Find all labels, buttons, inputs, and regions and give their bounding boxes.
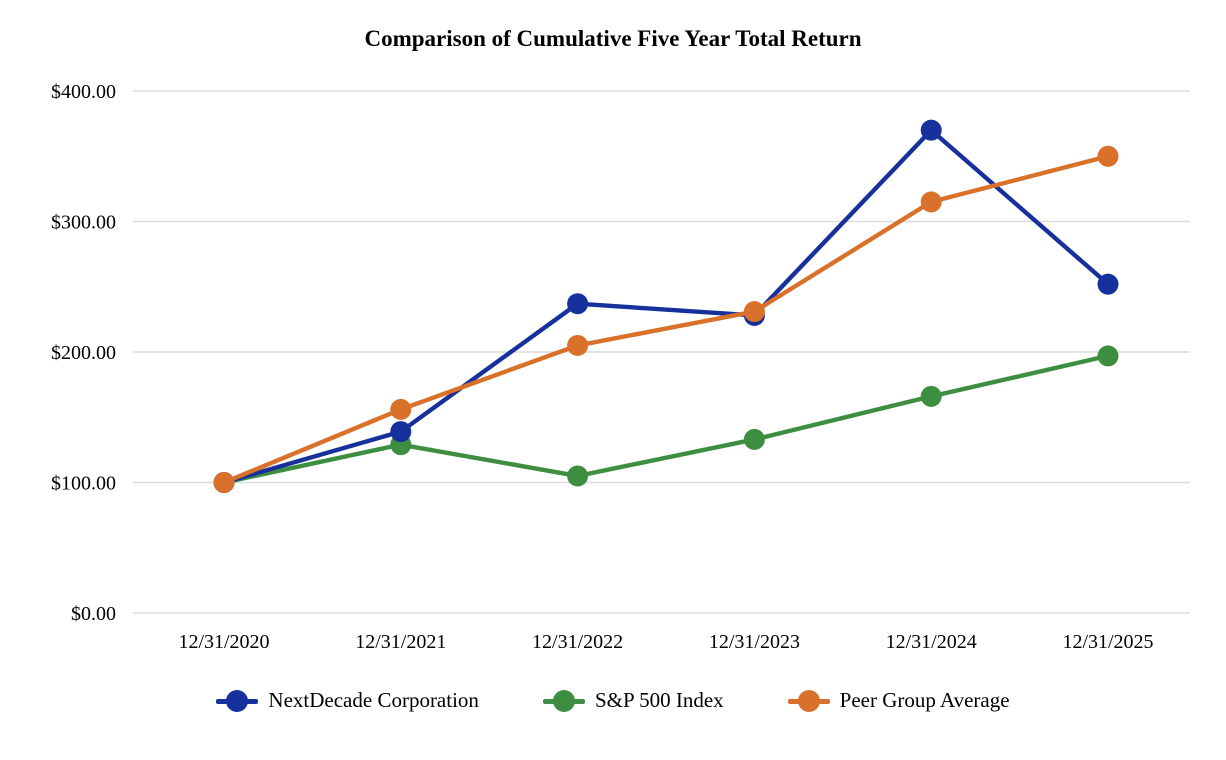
series-line-peer-group-average [221, 154, 1111, 485]
data-point-peer-group-average-12/31/2020 [213, 472, 235, 493]
data-point-nextdecade-corporation-12/31/2022 [567, 293, 589, 315]
legend-label-nextdecade-corporation: NextDecade Corporation [268, 688, 479, 712]
peer-group-line-marker-icon [787, 689, 830, 712]
y-axis-tick-label: $100.00 [51, 473, 116, 495]
data-point-peer-group-average-12/31/2022 [567, 334, 589, 356]
sp500-line-marker-icon [542, 689, 585, 712]
x-axis-tick-label: 12/31/2025 [1062, 631, 1153, 653]
x-axis-tick-label: 12/31/2023 [709, 631, 800, 653]
series-line-sp-500-index [221, 353, 1111, 485]
series-line-nextdecade-corporation [221, 127, 1111, 485]
y-axis-tick-label: $0.00 [71, 603, 116, 625]
x-axis-tick-label: 12/31/2020 [178, 631, 269, 653]
data-point-peer-group-average-12/31/2021 [390, 398, 412, 420]
data-point-peer-group-average-12/31/2023 [743, 301, 765, 323]
x-axis-tick-label: 12/31/2022 [532, 631, 623, 653]
legend-item-nextdecade-corporation: NextDecade Corporation [216, 688, 479, 713]
legend-item-peer-group-average: Peer Group Average [787, 688, 1010, 713]
y-axis-tick-label: $400.00 [51, 81, 116, 103]
chart-title: Comparison of Cumulative Five Year Total… [364, 26, 862, 51]
data-point-nextdecade-corporation-12/31/2025 [1097, 273, 1119, 295]
x-axis-tick-label: 12/31/2021 [355, 631, 446, 653]
data-point-sp-500-index-12/31/2024 [920, 385, 942, 407]
data-point-sp-500-index-12/31/2025 [1097, 345, 1119, 367]
y-axis-tick-label: $200.00 [51, 342, 116, 364]
data-point-peer-group-average-12/31/2025 [1097, 145, 1119, 167]
data-point-nextdecade-corporation-12/31/2021 [390, 421, 412, 443]
legend-label-sp-500-index: S&P 500 Index [594, 688, 724, 712]
legend-label-peer-group-average: Peer Group Average [839, 688, 1010, 712]
x-axis-tick-label: 12/31/2024 [886, 631, 977, 653]
legend-item-sp-500-index: S&P 500 Index [542, 688, 724, 713]
chart-legend: NextDecade Corporation S&P 500 Index Pee… [0, 688, 1226, 713]
data-point-peer-group-average-12/31/2024 [920, 191, 942, 213]
data-point-sp-500-index-12/31/2023 [743, 428, 765, 450]
y-axis-tick-label: $300.00 [51, 212, 116, 234]
data-point-nextdecade-corporation-12/31/2024 [920, 119, 942, 141]
nextdecade-line-marker-icon [216, 689, 259, 712]
data-point-sp-500-index-12/31/2022 [567, 465, 589, 487]
